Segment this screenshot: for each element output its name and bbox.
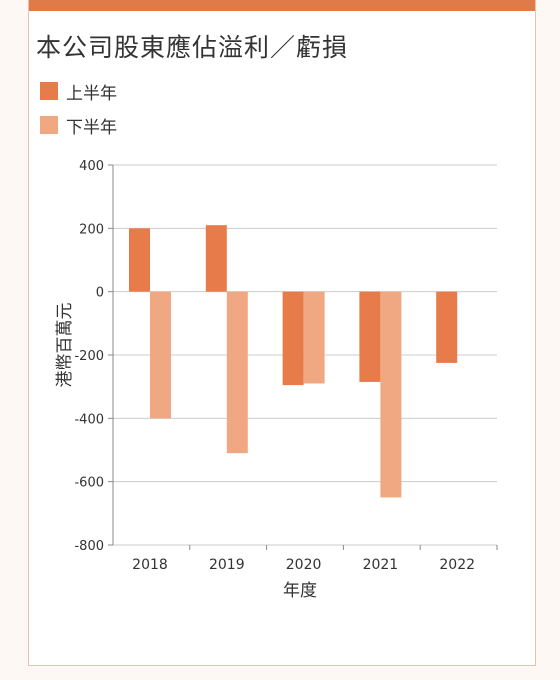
legend-label-first-half: 上半年 bbox=[66, 83, 117, 104]
bar-second-half-2021 bbox=[380, 291, 402, 498]
y-tick-label: -400 bbox=[74, 412, 104, 427]
x-tick-label: 2020 bbox=[286, 557, 322, 573]
bar-second-half-2020 bbox=[303, 291, 325, 384]
bar-first-half-2019 bbox=[205, 225, 227, 292]
bar-first-half-2021 bbox=[359, 291, 381, 382]
x-tick-label: 2021 bbox=[363, 557, 399, 573]
y-tick-label: 0 bbox=[96, 286, 104, 301]
y-axis-title: 港幣百萬元 bbox=[55, 303, 75, 388]
chart-legend: 上半年 下半年 bbox=[40, 78, 117, 146]
x-axis-title: 年度 bbox=[283, 581, 317, 601]
legend-swatch-second-half bbox=[40, 116, 58, 134]
legend-label-second-half: 下半年 bbox=[66, 117, 117, 138]
top-accent-bar bbox=[29, 0, 535, 11]
y-tick-label: -200 bbox=[74, 349, 104, 364]
x-tick-label: 2018 bbox=[132, 557, 168, 573]
bar-first-half-2020 bbox=[282, 291, 304, 386]
bar-second-half-2018 bbox=[150, 291, 171, 419]
bar-first-half-2022 bbox=[436, 291, 458, 363]
y-tick-label: 200 bbox=[79, 222, 104, 237]
y-tick-label: -600 bbox=[74, 476, 104, 491]
y-tick-label: -800 bbox=[74, 539, 104, 554]
x-tick-label: 2019 bbox=[209, 557, 245, 573]
y-tick-label: 400 bbox=[79, 159, 104, 174]
legend-item-second-half: 下半年 bbox=[40, 112, 117, 138]
bar-second-half-2019 bbox=[226, 291, 248, 454]
legend-swatch-first-half bbox=[40, 82, 58, 100]
legend-item-first-half: 上半年 bbox=[40, 78, 117, 104]
chart-title: 本公司股東應佔溢利／虧損 bbox=[36, 33, 349, 62]
x-tick-label: 2022 bbox=[439, 557, 475, 573]
bar-first-half-2018 bbox=[129, 228, 150, 292]
